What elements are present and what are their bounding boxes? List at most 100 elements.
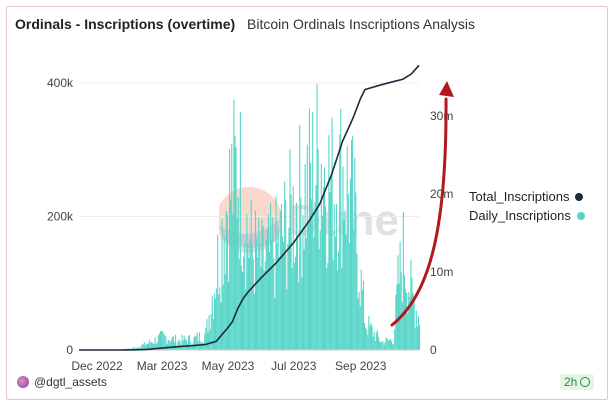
daily-bar — [305, 238, 307, 350]
daily-bar — [182, 340, 184, 350]
daily-bar — [178, 339, 180, 350]
y-left-tick-label: 200k — [47, 210, 74, 224]
daily-bar — [164, 335, 166, 350]
daily-bar — [360, 269, 362, 350]
daily-bar — [189, 334, 191, 350]
chart-header: Ordinals - Inscriptions (overtime) Bitco… — [15, 16, 475, 32]
daily-bar — [307, 222, 309, 350]
daily-bar — [415, 310, 417, 350]
daily-bar — [419, 324, 421, 350]
daily-bar — [409, 296, 411, 350]
daily-bar — [294, 256, 296, 350]
daily-bar — [234, 136, 236, 350]
legend-item-total[interactable]: Total_Inscriptions — [469, 187, 585, 206]
y-right-tick-label: 30m — [430, 109, 453, 123]
daily-bar — [208, 314, 210, 350]
daily-bar — [134, 347, 136, 350]
daily-bar — [281, 236, 284, 350]
daily-bar — [271, 239, 273, 350]
daily-bar — [292, 186, 294, 350]
x-tick-label: Jul 2023 — [271, 359, 317, 373]
daily-bar — [416, 326, 418, 350]
daily-bar — [276, 242, 278, 350]
check-circle-icon — [580, 377, 591, 387]
daily-bar — [358, 292, 360, 350]
daily-bar — [338, 251, 340, 350]
daily-bar — [304, 164, 306, 350]
daily-bar — [406, 292, 408, 350]
author-name: @dgtl_assets — [34, 375, 107, 389]
daily-bar — [239, 111, 241, 350]
daily-bar — [204, 333, 206, 350]
daily-bar — [207, 332, 209, 350]
daily-bar — [273, 258, 275, 350]
daily-bar — [340, 108, 342, 350]
daily-bar — [268, 251, 271, 350]
daily-bar — [206, 318, 208, 350]
daily-bar — [392, 344, 394, 350]
daily-bar — [150, 342, 152, 350]
daily-bar — [272, 217, 274, 350]
daily-bar — [330, 177, 332, 350]
daily-bar — [168, 340, 170, 350]
legend-item-daily[interactable]: Daily_Inscriptions — [469, 206, 585, 225]
daily-bar — [363, 323, 366, 350]
x-tick-label: May 2023 — [202, 359, 255, 373]
daily-bar — [148, 343, 150, 350]
daily-bar — [341, 267, 343, 350]
daily-bar — [297, 235, 299, 350]
daily-bar — [251, 245, 253, 350]
legend-label-daily: Daily_Inscriptions — [469, 208, 571, 223]
daily-bar — [192, 343, 194, 350]
daily-bar — [229, 149, 231, 350]
daily-bar — [243, 256, 245, 350]
refresh-time: 2h — [564, 375, 578, 389]
daily-bar — [342, 166, 344, 350]
daily-bar — [352, 135, 354, 350]
daily-bar — [170, 340, 172, 350]
daily-bar — [333, 204, 335, 350]
daily-bar — [223, 235, 225, 350]
daily-bar — [194, 336, 196, 350]
daily-bar — [137, 346, 139, 350]
daily-bar — [165, 336, 167, 350]
daily-bar — [348, 242, 350, 350]
author-link[interactable]: @dgtl_assets — [17, 375, 107, 389]
daily-bar — [245, 289, 247, 350]
daily-bar — [335, 204, 337, 350]
daily-bar — [309, 163, 312, 350]
daily-bar — [260, 266, 262, 350]
annotation-arrow — [390, 97, 448, 327]
daily-bar — [332, 260, 334, 350]
daily-bar — [389, 338, 391, 350]
daily-bar — [225, 210, 227, 350]
daily-bar — [240, 265, 243, 350]
daily-bar — [254, 210, 257, 350]
daily-bar — [184, 338, 186, 350]
daily-bar — [140, 346, 142, 350]
daily-bar — [349, 178, 352, 350]
daily-bar — [396, 284, 398, 350]
daily-bar — [379, 341, 381, 350]
daily-bar — [143, 341, 145, 350]
refresh-badge[interactable]: 2h — [560, 374, 595, 390]
daily-bar — [376, 330, 379, 350]
daily-bar — [162, 331, 164, 350]
y-right-tick-label: 10m — [430, 265, 453, 279]
daily-bar — [232, 214, 234, 350]
daily-bar — [368, 316, 370, 350]
daily-bar — [144, 345, 146, 350]
daily-bar — [200, 343, 203, 350]
daily-bar — [161, 330, 163, 350]
daily-bar — [210, 313, 212, 350]
daily-bar — [387, 340, 389, 350]
daily-bar — [367, 335, 369, 350]
daily-bar — [262, 225, 264, 350]
daily-bar — [277, 228, 279, 350]
daily-bar — [132, 347, 135, 350]
daily-bar — [386, 338, 388, 350]
daily-bar — [334, 236, 336, 350]
daily-bar — [274, 298, 276, 350]
daily-bar — [151, 342, 153, 350]
annotation-arrowhead-icon — [439, 81, 454, 97]
